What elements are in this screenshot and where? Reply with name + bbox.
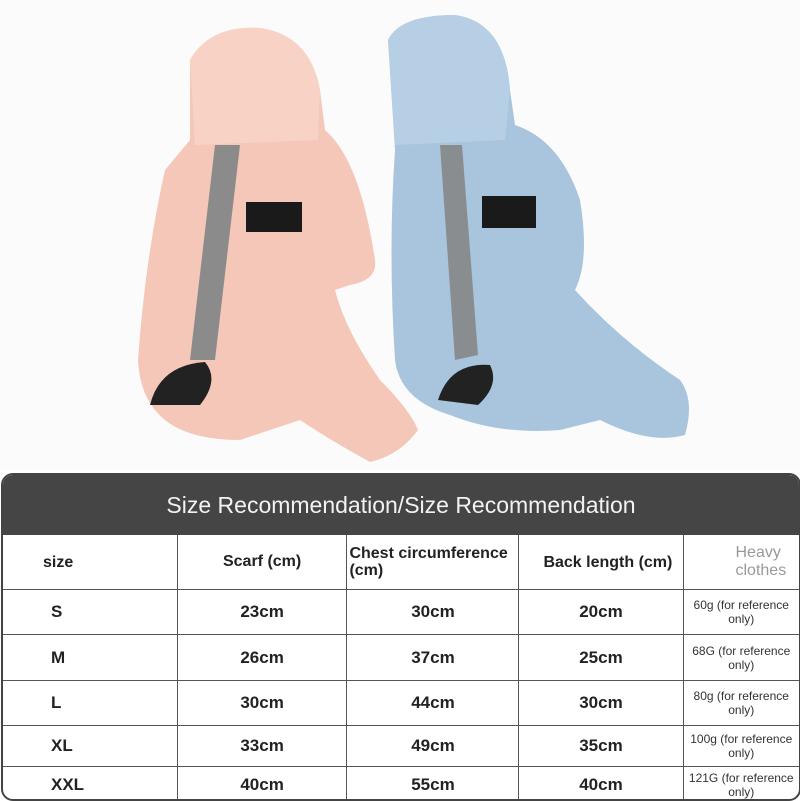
table-cell: 25cm — [519, 635, 683, 681]
table-cell: S — [3, 590, 177, 635]
column-header: size — [3, 535, 177, 590]
column-header: Back length (cm) — [519, 535, 683, 590]
table-cell: 44cm — [347, 681, 519, 726]
table-cell: 23cm — [177, 590, 347, 635]
table-cell: 121G (for reference only) — [683, 767, 799, 801]
table-cell: 30cm — [177, 681, 347, 726]
table-cell: L — [3, 681, 177, 726]
size-chart: Size Recommendation/Size Recommendation … — [1, 473, 800, 801]
table-cell: 37cm — [347, 635, 519, 681]
size-chart-title: Size Recommendation/Size Recommendation — [3, 475, 799, 535]
table-cell: 30cm — [519, 681, 683, 726]
table-cell: 40cm — [177, 767, 347, 801]
table-cell: 55cm — [347, 767, 519, 801]
table-cell: 20cm — [519, 590, 683, 635]
table-cell: XL — [3, 726, 177, 767]
table-cell: 30cm — [347, 590, 519, 635]
table-cell: XXL — [3, 767, 177, 801]
brand-label — [482, 196, 536, 228]
table-header-row: size Scarf (cm) Chest circumference (cm)… — [3, 535, 799, 590]
pink-raincoat — [138, 28, 418, 462]
brand-label — [246, 202, 302, 232]
table-cell: 33cm — [177, 726, 347, 767]
table-cell: 49cm — [347, 726, 519, 767]
column-header: Chest circumference (cm) — [347, 535, 519, 590]
table-cell: 80g (for reference only) — [683, 681, 799, 726]
table-cell: M — [3, 635, 177, 681]
column-header: Heavy clothes — [683, 535, 799, 590]
table-cell: 100g (for reference only) — [683, 726, 799, 767]
product-photo — [0, 0, 800, 470]
table-cell: 68G (for reference only) — [683, 635, 799, 681]
table-cell: 26cm — [177, 635, 347, 681]
table-cell: 60g (for reference only) — [683, 590, 799, 635]
size-table: size Scarf (cm) Chest circumference (cm)… — [3, 535, 799, 801]
blue-raincoat — [388, 15, 689, 438]
column-header: Scarf (cm) — [177, 535, 347, 590]
table-cell: 40cm — [519, 767, 683, 801]
table-cell: 35cm — [519, 726, 683, 767]
